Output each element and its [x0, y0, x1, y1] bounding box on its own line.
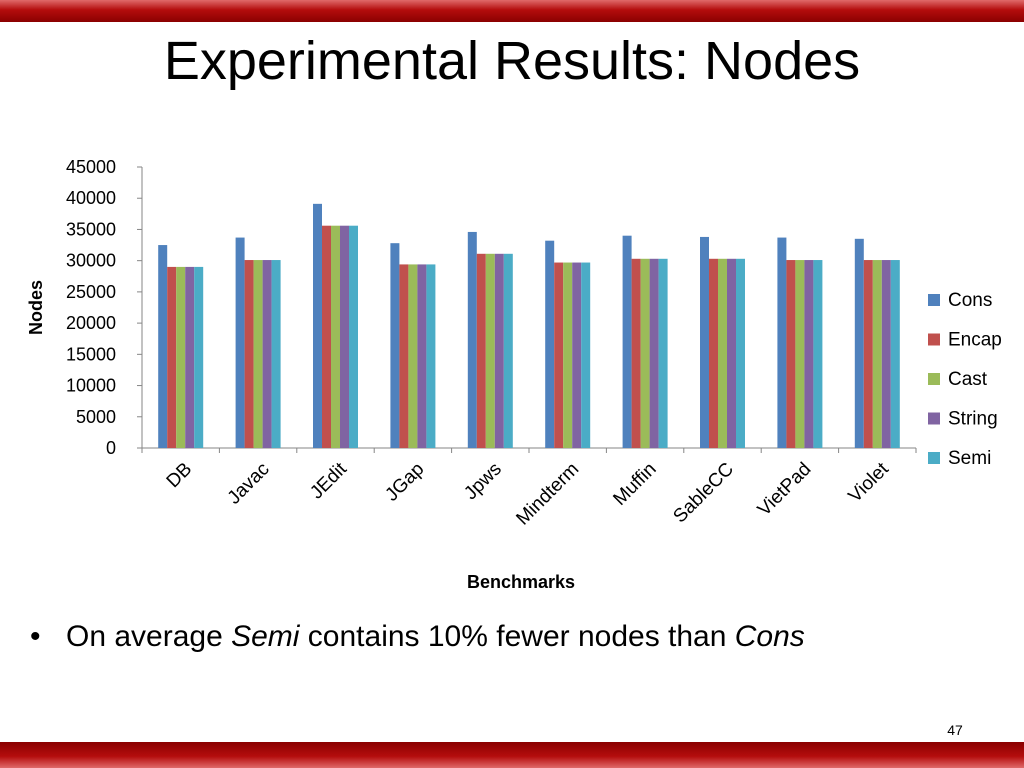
bar-semi: [503, 253, 513, 448]
bar-cons: [158, 245, 168, 448]
y-tick-label: 15000: [66, 344, 116, 364]
bar-encap: [167, 266, 177, 448]
bar-semi: [658, 258, 668, 448]
y-tick-label: 30000: [66, 251, 116, 271]
bar-cast: [408, 264, 418, 448]
bar-cast: [872, 260, 882, 448]
bar-cast: [253, 260, 263, 448]
bar-encap: [554, 262, 564, 448]
bullet-text-start: On average: [66, 620, 232, 653]
slide-title: Experimental Results: Nodes: [163, 31, 861, 91]
y-tick-label: 40000: [66, 188, 116, 208]
bar-string: [494, 253, 504, 448]
bar-encap: [786, 260, 796, 448]
bar-semi: [890, 260, 900, 448]
bullet-emphasis-cons: Cons: [734, 620, 805, 653]
bar-encap: [863, 260, 873, 448]
x-tick-label: Jpws: [460, 459, 505, 504]
legend-label-cast: Cast: [948, 369, 988, 390]
bar-cast: [640, 258, 650, 448]
bullet-emphasis-semi: Semi: [231, 620, 300, 653]
y-axis-title: Nodes: [26, 280, 46, 335]
bar-semi: [349, 225, 358, 448]
bar-encap: [631, 258, 641, 448]
bullet-text-middle: contains 10% fewer nodes than: [299, 620, 735, 653]
bar-semi: [271, 260, 281, 448]
bar-encap: [244, 260, 254, 448]
bar-string: [340, 225, 349, 448]
bar-string: [185, 266, 195, 448]
y-tick-label: 0: [106, 438, 116, 458]
bar-string: [262, 260, 272, 448]
x-tick-label: JGap: [381, 459, 428, 506]
bar-semi: [736, 258, 745, 448]
legend-swatch-cons: [928, 294, 940, 306]
x-tick-label: JEdit: [306, 458, 351, 503]
bar-cast: [331, 225, 340, 448]
bar-cast: [563, 262, 573, 448]
bar-string: [649, 258, 659, 448]
bar-semi: [813, 260, 823, 448]
x-axis-title: Benchmarks: [467, 572, 575, 592]
legend-swatch-cast: [928, 373, 940, 385]
bar-cons: [854, 238, 864, 448]
bar-cons: [700, 236, 709, 448]
bar-cast: [176, 266, 186, 448]
legend-label-cons: Cons: [948, 290, 992, 311]
x-tick-label: Mindterm: [512, 459, 583, 530]
page-number: 47: [947, 722, 963, 738]
bottom-band: [0, 742, 1024, 768]
x-tick-label: Javac: [224, 459, 274, 509]
x-tick-label: Muffin: [609, 459, 660, 510]
y-tick-label: 20000: [66, 313, 116, 333]
legend-swatch-semi: [928, 452, 940, 464]
bar-string: [417, 264, 427, 448]
bar-chart: 0 5000 10000 15000 20000 25000 30000 35000 40000…: [26, 157, 1002, 592]
bar-cons: [467, 231, 477, 448]
bar-encap: [322, 225, 331, 448]
top-band: [0, 0, 1024, 22]
bar-string: [727, 258, 736, 448]
bar-semi: [581, 262, 591, 448]
bar-string: [881, 260, 891, 448]
bar-cast: [718, 258, 727, 448]
y-tick-label: 5000: [76, 407, 116, 427]
bar-cast: [795, 260, 805, 448]
bar-cons: [777, 237, 787, 448]
bar-cons: [235, 237, 245, 448]
bar-cons: [622, 235, 632, 448]
y-tick-label: 25000: [66, 282, 116, 302]
legend-label-semi: Semi: [948, 448, 991, 469]
bar-semi: [426, 264, 436, 448]
x-tick-label: SableCC: [669, 459, 738, 528]
legend-swatch-encap: [928, 333, 940, 346]
bar-string: [804, 260, 814, 448]
bar-string: [572, 262, 582, 448]
bar-cons: [390, 243, 400, 448]
bar-semi: [194, 266, 204, 448]
y-tick-label: 10000: [66, 376, 116, 396]
x-tick-label: Violet: [845, 458, 894, 507]
legend-label-encap: Encap: [948, 330, 1002, 351]
y-tick-label: 45000: [66, 157, 116, 177]
bullet-marker: •: [30, 620, 41, 653]
bar-cast: [485, 253, 495, 448]
legend-label-string: String: [948, 409, 998, 430]
x-tick-label: VietPad: [754, 459, 816, 521]
bar-encap: [709, 258, 718, 448]
x-tick-label: DB: [163, 459, 197, 493]
bar-cons: [545, 240, 555, 448]
bar-encap: [399, 264, 409, 448]
bar-encap: [476, 253, 486, 448]
y-tick-label: 35000: [66, 219, 116, 239]
bullet-point: • On average Semi contains 10% fewer node…: [30, 615, 805, 659]
legend-swatch-string: [928, 412, 940, 425]
bar-cons: [313, 203, 322, 448]
